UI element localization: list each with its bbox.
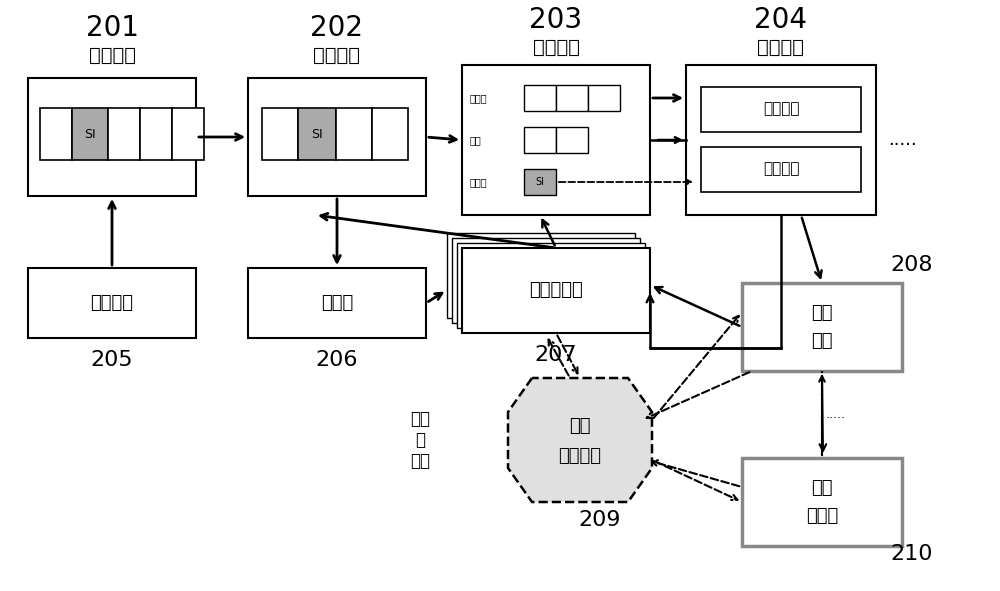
Bar xyxy=(686,65,876,215)
Text: SI: SI xyxy=(84,128,96,141)
Bar xyxy=(248,268,426,338)
Bar xyxy=(140,108,172,160)
Text: 控制器: 控制器 xyxy=(806,507,838,525)
Polygon shape xyxy=(508,378,652,502)
Bar xyxy=(108,108,140,160)
Bar xyxy=(556,85,588,111)
Text: 取指阶段: 取指阶段 xyxy=(88,46,136,64)
Bar xyxy=(701,147,861,192)
Bar xyxy=(372,108,408,160)
Text: 浮点部件: 浮点部件 xyxy=(763,102,799,116)
Bar xyxy=(72,108,108,160)
Text: 发射阶段: 发射阶段 xyxy=(532,37,580,57)
Text: .....: ..... xyxy=(826,408,846,421)
Bar xyxy=(28,268,196,338)
Text: 非访存: 非访存 xyxy=(470,93,488,103)
Text: 访存: 访存 xyxy=(470,135,482,145)
Text: 207: 207 xyxy=(535,345,577,365)
Bar xyxy=(701,87,861,132)
Text: SI: SI xyxy=(311,128,323,141)
Text: 译码阶段: 译码阶段 xyxy=(314,46,360,64)
Bar xyxy=(457,243,645,328)
Bar xyxy=(452,238,640,323)
Text: .....: ..... xyxy=(888,131,917,149)
Text: 字符串: 字符串 xyxy=(470,177,488,187)
Bar xyxy=(262,108,298,160)
Text: 202: 202 xyxy=(310,14,364,42)
Text: 重命名: 重命名 xyxy=(321,294,353,312)
Text: 执行阶段: 执行阶段 xyxy=(758,37,804,57)
Bar xyxy=(462,248,650,333)
Bar xyxy=(40,108,72,160)
Bar xyxy=(524,85,556,111)
Text: 210: 210 xyxy=(891,544,933,564)
Text: 寄存器文件: 寄存器文件 xyxy=(529,281,583,299)
Text: 204: 204 xyxy=(755,6,808,34)
Text: 209: 209 xyxy=(579,510,621,530)
Bar xyxy=(336,108,372,160)
Text: 201: 201 xyxy=(86,14,138,42)
Text: SI: SI xyxy=(536,177,544,187)
Text: 208: 208 xyxy=(891,255,933,275)
Text: 整型部件: 整型部件 xyxy=(763,161,799,177)
Text: 205: 205 xyxy=(91,350,133,370)
Text: 缓存: 缓存 xyxy=(811,332,833,350)
Bar xyxy=(248,78,426,196)
Text: 206: 206 xyxy=(316,350,358,370)
Bar xyxy=(298,108,336,160)
Text: 一级: 一级 xyxy=(811,304,833,322)
Text: 对比
与
拷贝: 对比 与 拷贝 xyxy=(410,410,430,470)
Bar xyxy=(524,127,556,153)
Text: 指令缓存: 指令缓存 xyxy=(90,294,134,312)
Text: 203: 203 xyxy=(529,6,583,34)
Bar xyxy=(742,458,902,546)
Bar xyxy=(447,233,635,318)
Bar xyxy=(588,85,620,111)
Bar xyxy=(524,169,556,195)
Text: 字符: 字符 xyxy=(569,417,591,435)
Bar xyxy=(172,108,204,160)
Bar xyxy=(742,283,902,371)
Bar xyxy=(28,78,196,196)
Bar xyxy=(462,65,650,215)
Bar xyxy=(556,127,588,153)
Text: 存储: 存储 xyxy=(811,479,833,497)
Text: 加速装置: 加速装置 xyxy=(558,447,602,465)
